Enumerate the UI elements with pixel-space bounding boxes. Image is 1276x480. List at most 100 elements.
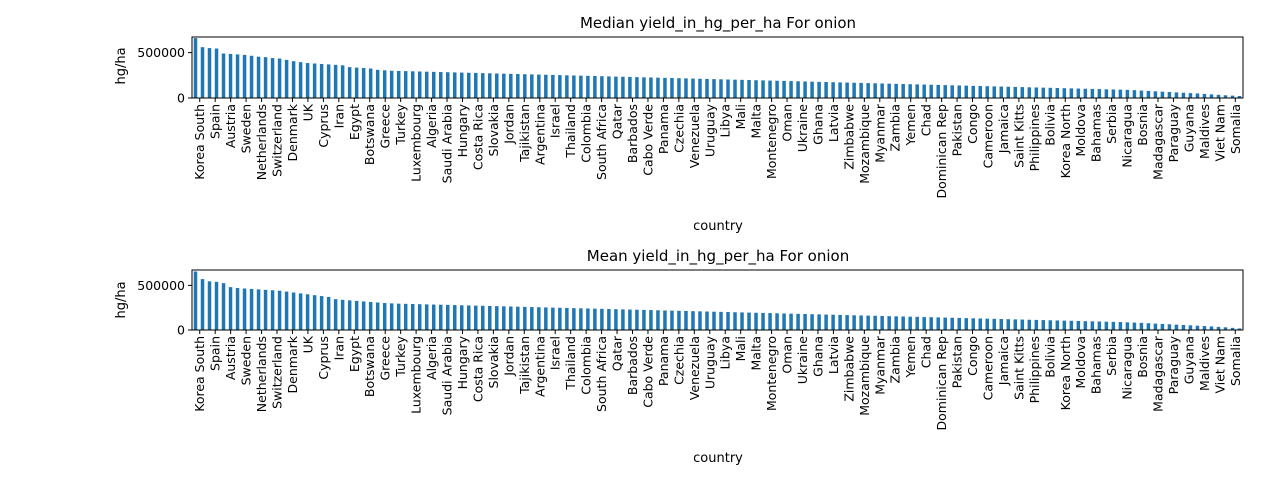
bar <box>1076 320 1081 330</box>
x-tick-label: Egypt <box>347 104 362 140</box>
x-tick-label: Algeria <box>424 336 439 380</box>
x-tick-label: Austria <box>223 336 238 380</box>
bar <box>1125 89 1130 98</box>
bar <box>1069 320 1074 330</box>
bar <box>586 308 590 330</box>
bar <box>214 281 219 330</box>
x-tick-label: Argentina <box>532 104 547 165</box>
bar <box>887 316 891 330</box>
bar <box>481 73 485 98</box>
x-tick-label: Colombia <box>579 336 594 395</box>
bar <box>1097 89 1102 98</box>
bar <box>467 305 471 330</box>
bar <box>305 63 310 98</box>
bar <box>291 61 296 98</box>
bar <box>333 64 338 98</box>
bar <box>649 77 653 98</box>
bar <box>782 313 786 330</box>
bar <box>1160 323 1165 330</box>
bar <box>1013 86 1018 98</box>
bar <box>1104 89 1109 98</box>
bar <box>649 310 653 330</box>
bar <box>193 271 198 330</box>
bar <box>600 308 604 330</box>
bar <box>579 75 583 98</box>
bar <box>516 306 520 330</box>
x-tick-label: Jamaica <box>996 336 1011 386</box>
bar <box>382 70 387 98</box>
mean-plot-frame <box>191 269 1244 331</box>
bar <box>908 316 912 330</box>
bar <box>1027 319 1032 330</box>
bar <box>1062 320 1067 331</box>
bar <box>1153 91 1158 98</box>
x-tick-label: Denmark <box>285 335 300 393</box>
bar <box>754 80 758 98</box>
x-tick-label: Ukraine <box>795 104 810 153</box>
bar <box>319 296 324 330</box>
median-y-ticks: 0 500000 <box>137 45 192 106</box>
bar <box>1034 87 1039 98</box>
bar <box>684 78 688 98</box>
bar <box>761 312 765 330</box>
x-tick-label: Qatar <box>610 335 625 371</box>
bar <box>957 85 961 98</box>
bar <box>467 72 471 98</box>
bar <box>438 72 443 98</box>
bar <box>396 303 401 330</box>
bar <box>866 83 870 98</box>
bar <box>593 76 597 98</box>
bar <box>312 295 317 330</box>
x-tick-label: Korea North <box>1058 104 1073 178</box>
bar <box>403 71 408 98</box>
median-bars <box>193 38 1242 99</box>
x-tick-label: Panama <box>656 104 671 154</box>
x-tick-label: Czechia <box>671 336 686 385</box>
bar <box>1118 322 1123 330</box>
bar <box>691 311 695 330</box>
bar <box>733 79 737 98</box>
bar <box>1006 86 1011 98</box>
x-tick-label: Myanmar <box>872 103 887 163</box>
bar <box>1216 94 1221 98</box>
x-tick-label: Viet Nam <box>1212 336 1227 394</box>
x-tick-label: Congo <box>965 104 980 144</box>
x-tick-label: Netherlands <box>254 336 269 412</box>
bar <box>642 77 646 98</box>
bar <box>768 80 772 98</box>
x-tick-label: UK <box>300 103 315 121</box>
bar <box>389 303 394 330</box>
bar <box>1055 320 1060 330</box>
x-tick-label: Bahamas <box>1089 104 1104 162</box>
x-tick-label: Korea South <box>192 104 207 180</box>
bar <box>775 80 779 98</box>
bar <box>1048 320 1053 330</box>
bar <box>1195 325 1200 330</box>
x-tick-label: Chad <box>919 336 934 368</box>
x-tick-label: Dominican Rep <box>934 336 949 431</box>
x-tick-label: Hungary <box>455 335 470 389</box>
x-tick-label: South Africa <box>594 336 609 412</box>
bar <box>1202 93 1207 98</box>
bar <box>747 80 751 98</box>
bar <box>789 313 793 330</box>
bar <box>1076 88 1081 98</box>
bar <box>614 309 618 330</box>
bar <box>242 288 247 330</box>
bar <box>453 72 457 98</box>
bar <box>298 293 303 330</box>
x-tick-label: Cameroon <box>980 336 995 400</box>
x-tick-label: Guyana <box>1181 336 1196 384</box>
bar <box>992 86 997 98</box>
y-tick-label: 500000 <box>137 45 185 60</box>
x-tick-label: Zambia <box>888 336 903 383</box>
bar <box>600 76 604 98</box>
bar <box>922 317 926 330</box>
x-tick-label: Ghana <box>810 336 825 377</box>
bar <box>1090 88 1095 98</box>
x-tick-label: Czechia <box>671 104 686 153</box>
bar <box>747 312 751 330</box>
bar <box>460 305 464 330</box>
bar <box>789 81 793 98</box>
bar <box>438 304 443 330</box>
